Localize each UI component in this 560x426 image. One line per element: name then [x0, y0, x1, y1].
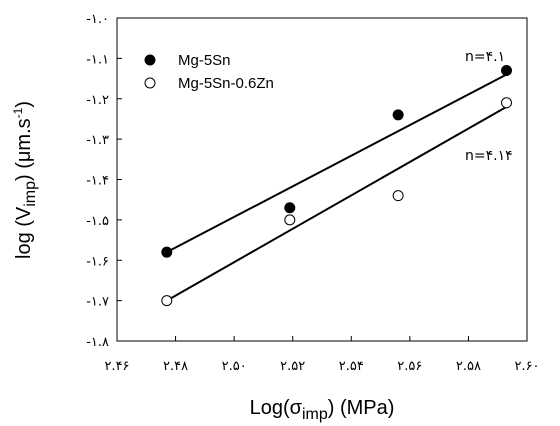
slope-annotation-series-2: n=۴.۱۴ — [465, 148, 513, 164]
x-tick-label: ۲.۴۸ — [163, 359, 188, 374]
data-point-series-2 — [392, 190, 404, 202]
data-point-series-2 — [501, 97, 512, 109]
legend-marker-mg-5sn — [144, 54, 156, 66]
x-tick-label: ۲.۵۴ — [339, 359, 364, 374]
y-title-subscript: imp — [22, 181, 39, 207]
data-point-series-2 — [161, 295, 173, 307]
x-tick-label: ۲.۵۰ — [222, 359, 247, 374]
y-tick-label: -۱.۰ — [86, 12, 109, 27]
x-title-prefix: Log( — [250, 397, 290, 419]
y-title-superscript: -1 — [11, 107, 25, 118]
fit-line-series-1 — [166, 73, 507, 254]
y-title-middle: ) (μm.s — [13, 118, 35, 181]
legend-label-mg-5sn: Mg-5Sn — [178, 52, 231, 69]
x-tick-label: ۲.۵۸ — [456, 359, 481, 374]
tick-labels: ۲.۴۶ ۲.۴۸ ۲.۵۰ ۲.۵۲ ۲.۵۴ ۲.۵۶ ۲.۵۸ ۲.۶۰ -۱.۰ -۱.۱… — [86, 12, 539, 374]
y-tick-label: -۱.۴ — [86, 174, 109, 189]
fit-line-series-2 — [166, 105, 507, 302]
x-tick-label: ۲.۶۰ — [514, 359, 539, 374]
tick-marks — [116, 17, 528, 342]
x-title-symbol: σ — [290, 397, 303, 419]
data-point-series-1 — [392, 109, 404, 121]
data-points — [161, 64, 512, 307]
y-tick-label: -۱.۶ — [86, 254, 109, 269]
slope-annotations: n=۴.۱ n=۴.۱۴ — [465, 49, 513, 164]
x-tick-label: ۲.۵۲ — [280, 359, 305, 374]
x-tick-label: ۲.۵۶ — [397, 359, 422, 374]
legend-marker-mg-5sn-0-6zn — [144, 77, 156, 89]
x-title-subscript: imp — [302, 406, 328, 423]
data-point-series-1 — [284, 202, 296, 214]
y-tick-label: -۱.۲ — [86, 93, 109, 108]
slope-annotation-series-1: n=۴.۱ — [465, 49, 505, 65]
y-tick-label: -۱.۷ — [86, 295, 109, 310]
y-axis-title: log (Vimp) (μm.s-1) — [11, 101, 39, 259]
x-axis-title: Log(σimp) (MPa) — [250, 397, 395, 423]
y-tick-label: -۱.۵ — [86, 214, 109, 229]
y-title-suffix: ) — [13, 101, 35, 108]
fit-lines — [166, 73, 507, 302]
x-tick-label: ۲.۴۶ — [104, 359, 129, 374]
y-tick-label: -۱.۳ — [86, 133, 109, 148]
data-point-series-1 — [501, 64, 512, 76]
data-point-series-2 — [284, 214, 296, 226]
x-title-suffix: ) (MPa) — [328, 397, 395, 419]
y-tick-label: -۱.۱ — [86, 52, 109, 67]
data-point-series-1 — [161, 246, 173, 258]
legend: Mg-5Sn Mg-5Sn-0.6Zn — [144, 52, 274, 92]
y-title-prefix: log (V — [13, 206, 35, 259]
legend-label-mg-5sn-0-6zn: Mg-5Sn-0.6Zn — [178, 75, 274, 92]
y-tick-label: -۱.۸ — [86, 335, 109, 350]
